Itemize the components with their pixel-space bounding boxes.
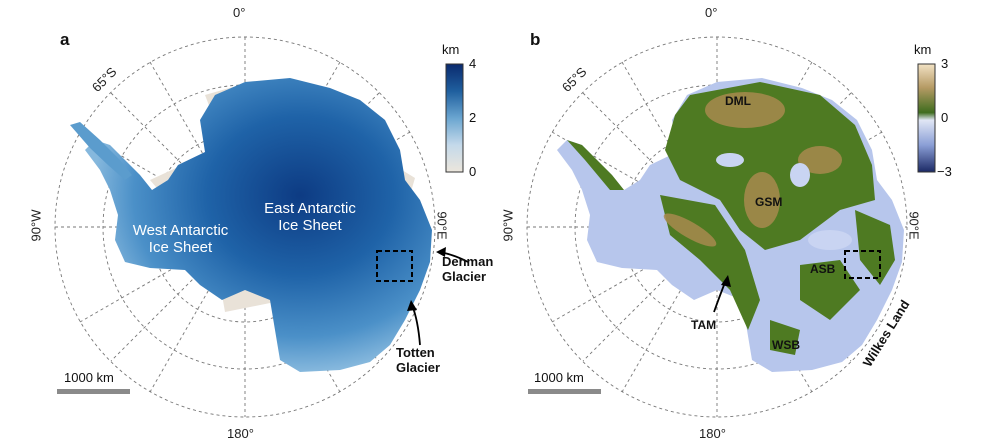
tam-arrowhead	[721, 275, 731, 287]
antarctic-peninsula-a	[70, 122, 132, 180]
study-area-box-b	[844, 250, 881, 279]
panel-b-bed-topography: b 0° 180° 90°W 90°E 65°S DML GSM ASB TAM…	[500, 0, 1000, 446]
colorbar-a-tick-max: 4	[469, 56, 477, 71]
lon-label-bottom-b: 180°	[699, 426, 726, 441]
region-gsm: GSM	[755, 195, 783, 209]
colorbar-b-tick-max: 3	[941, 56, 949, 71]
lon-label-left-a: 90°W	[28, 209, 44, 242]
lon-label-top-a: 0°	[233, 5, 246, 20]
scalebar-a-bar	[57, 389, 130, 394]
lon-label-left-b: 90°W	[500, 209, 516, 242]
scalebar-b-label: 1000 km	[534, 370, 584, 385]
panel-a-label: a	[60, 30, 70, 49]
panel-a-ice-thickness: a 0° 180° 90°W 90°E 65°S West Antarctic …	[28, 5, 494, 441]
totten-glacier-label: Totten Glacier	[396, 345, 441, 375]
colorbar-a	[445, 63, 464, 173]
region-dml: DML	[725, 94, 751, 108]
colorbar-b	[917, 63, 936, 173]
lon-label-top-b: 0°	[705, 5, 718, 20]
bed-peaks	[663, 92, 842, 247]
region-wsb: WSB	[772, 338, 800, 352]
panel-a-map	[54, 36, 469, 418]
colorbar-b-unit: km	[914, 42, 932, 57]
lon-label-right-b: 90°E	[906, 211, 922, 240]
antarctica-ice-thickness	[85, 78, 432, 372]
panel-b-map	[526, 36, 936, 418]
east-antarctic-label: East Antarctic Ice Sheet	[264, 200, 356, 234]
totten-arrowhead	[407, 300, 417, 311]
panel-b-label: b	[530, 30, 541, 49]
denman-glacier-label: Denman Glacier	[442, 254, 494, 284]
region-tam: TAM	[691, 318, 717, 332]
colorbar-a-unit: km	[442, 42, 460, 57]
colorbar-b-tick-mid: 0	[941, 110, 949, 125]
west-antarctic-label: West Antarctic Ice Sheet	[132, 222, 229, 256]
study-area-box-a	[376, 250, 413, 282]
colorbar-b-tick-min: −3	[937, 164, 952, 179]
scalebar-a-label: 1000 km	[64, 370, 114, 385]
scalebar-b-bar	[528, 389, 601, 394]
lon-label-bottom-a: 180°	[227, 426, 254, 441]
denman-arrowhead	[436, 247, 446, 257]
bed-basins	[716, 153, 852, 250]
region-asb: ASB	[810, 262, 836, 276]
lon-label-right-a: 90°E	[434, 211, 450, 240]
colorbar-a-tick-mid: 2	[469, 110, 477, 125]
colorbar-a-tick-min: 0	[469, 164, 477, 179]
